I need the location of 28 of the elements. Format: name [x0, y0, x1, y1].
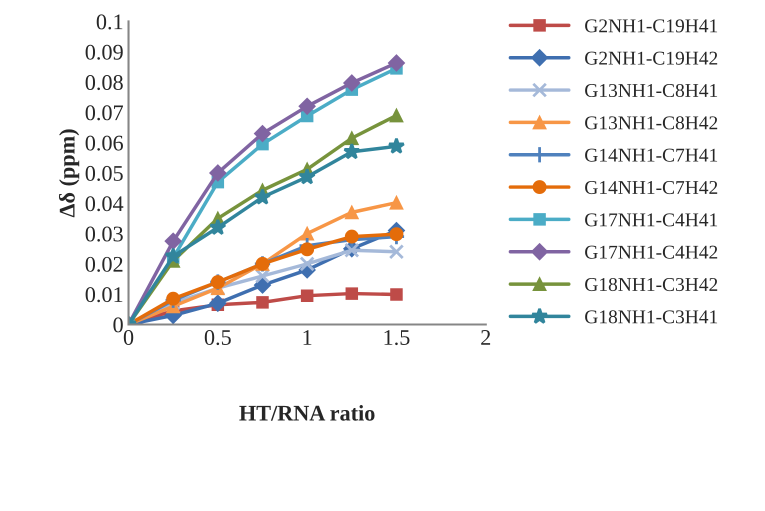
- y-tick-label: 0.01: [86, 287, 122, 302]
- y-tick-label: 0: [113, 317, 123, 332]
- y-tick-label: 0.04: [86, 196, 124, 212]
- x-tick-label: 2: [481, 330, 490, 345]
- y-tick-label: 0.06: [86, 136, 123, 151]
- legend-label: G2NH1-C19H42: [585, 52, 718, 65]
- y-tick-label: 0.07: [86, 105, 124, 120]
- legend-label: G18NH1-C3H41: [585, 310, 718, 324]
- x-axis-title: HT/RNA ratio: [239, 405, 375, 421]
- x-tick-label: 0.5: [204, 330, 231, 346]
- y-tick-label: 0.02: [86, 256, 122, 272]
- x-tick-label: 1.5: [384, 330, 410, 346]
- x-tick-label: 0: [124, 330, 134, 345]
- legend-label: G17NH1-C4H41: [585, 213, 718, 226]
- y-tick-label: 0.05: [86, 166, 123, 181]
- legend-label: G18NH1-C3H42: [585, 278, 718, 292]
- legend-label: G14NH1-C7H42: [585, 181, 718, 194]
- y-tick-label: 0.09: [86, 44, 123, 60]
- y-tick-label: 0.03: [86, 226, 123, 242]
- x-tick-label: 1: [304, 330, 312, 345]
- y-axis-title: Δδ (ppm): [58, 129, 80, 218]
- legend-label: G13NH1-C8H41: [585, 84, 718, 98]
- y-tick-label: 0.1: [96, 14, 122, 30]
- y-tick-label: 0.08: [86, 75, 123, 90]
- legend-label: G14NH1-C7H41: [585, 148, 718, 162]
- legend-label: G2NH1-C19H41: [585, 19, 718, 32]
- legend-label: G17NH1-C4H42: [585, 246, 718, 259]
- legend-label: G13NH1-C8H42: [585, 116, 718, 130]
